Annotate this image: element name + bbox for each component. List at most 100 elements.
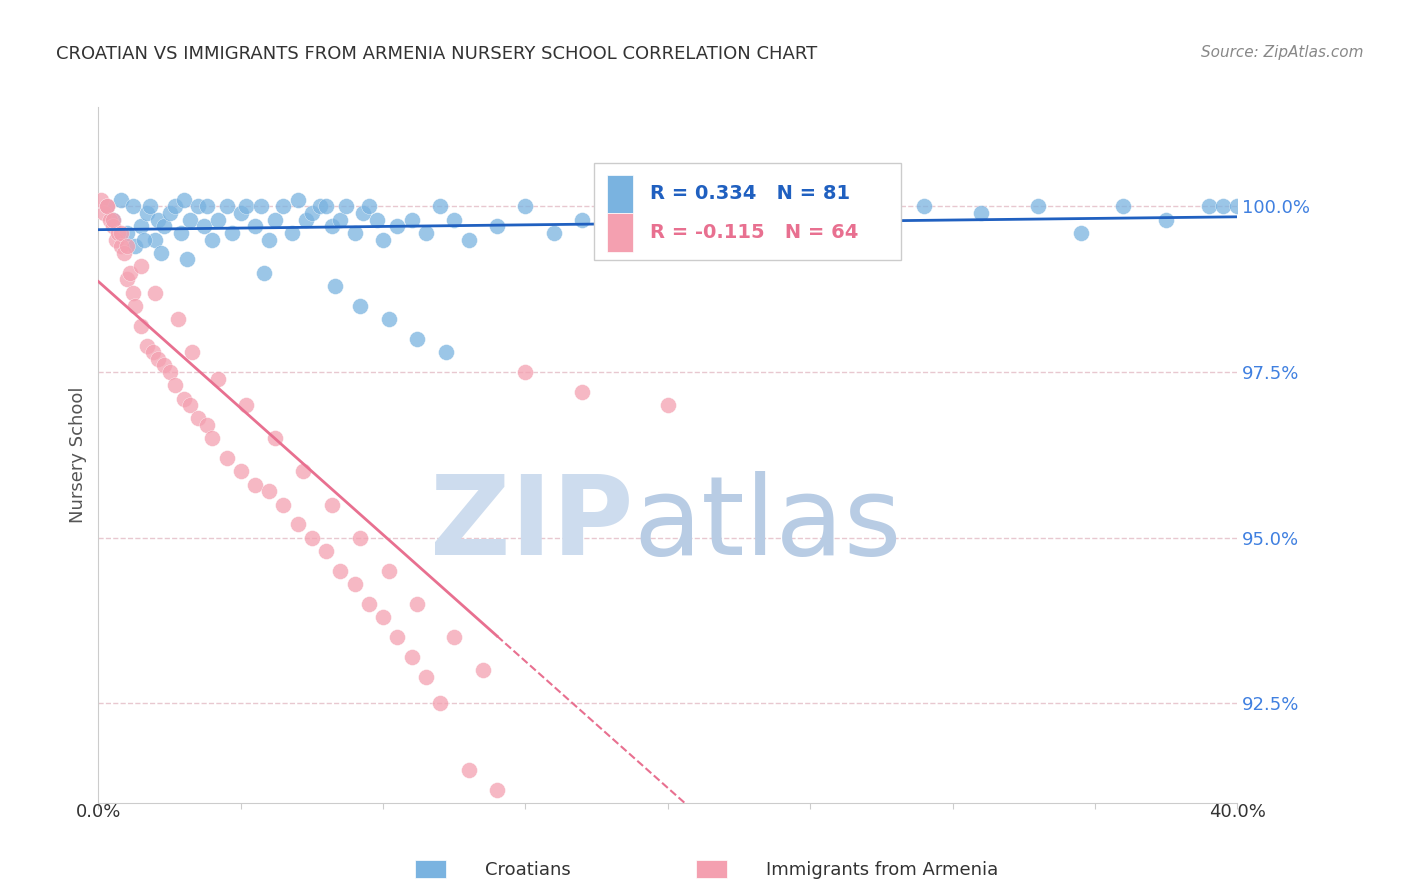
Point bbox=[343, 577, 366, 591]
Text: Croatians: Croatians bbox=[485, 861, 571, 879]
Point bbox=[193, 219, 215, 234]
Point bbox=[264, 212, 287, 227]
Point bbox=[118, 266, 141, 280]
Point bbox=[1112, 199, 1135, 213]
Point bbox=[571, 212, 593, 227]
Point bbox=[657, 398, 679, 412]
Point bbox=[153, 359, 176, 373]
Point bbox=[148, 351, 170, 366]
Point bbox=[259, 233, 281, 247]
Point bbox=[96, 199, 118, 213]
Point bbox=[352, 206, 374, 220]
Point bbox=[207, 212, 229, 227]
FancyBboxPatch shape bbox=[607, 175, 633, 213]
Point bbox=[110, 239, 132, 253]
Point bbox=[252, 266, 274, 280]
Point bbox=[301, 206, 323, 220]
Point bbox=[215, 451, 238, 466]
Point bbox=[132, 233, 155, 247]
Point bbox=[600, 219, 623, 234]
Point bbox=[173, 193, 195, 207]
Point bbox=[135, 206, 157, 220]
Point bbox=[112, 245, 135, 260]
Text: R = -0.115   N = 64: R = -0.115 N = 64 bbox=[650, 223, 858, 242]
FancyBboxPatch shape bbox=[607, 213, 633, 252]
Point bbox=[401, 212, 423, 227]
Point bbox=[742, 199, 765, 213]
Point bbox=[292, 465, 315, 479]
Point bbox=[515, 199, 537, 213]
Point bbox=[176, 252, 198, 267]
Point bbox=[129, 259, 152, 273]
Point bbox=[104, 233, 127, 247]
Point bbox=[115, 272, 138, 286]
Point bbox=[434, 345, 457, 359]
Point bbox=[207, 372, 229, 386]
Point bbox=[415, 226, 437, 240]
Point bbox=[856, 219, 879, 234]
Text: atlas: atlas bbox=[634, 471, 903, 578]
Point bbox=[287, 193, 309, 207]
Point bbox=[457, 233, 479, 247]
Point bbox=[343, 226, 366, 240]
Point bbox=[329, 564, 352, 578]
Point bbox=[335, 199, 357, 213]
Point bbox=[179, 398, 201, 412]
Point bbox=[714, 212, 737, 227]
Point bbox=[799, 212, 821, 227]
Point bbox=[371, 233, 394, 247]
Point bbox=[1154, 212, 1177, 227]
Point bbox=[148, 212, 170, 227]
Point bbox=[357, 199, 380, 213]
Point bbox=[124, 239, 146, 253]
Point bbox=[1070, 226, 1092, 240]
Point bbox=[287, 517, 309, 532]
Point bbox=[543, 226, 565, 240]
Point bbox=[970, 206, 993, 220]
Text: 40.0%: 40.0% bbox=[1209, 803, 1265, 821]
Point bbox=[406, 332, 429, 346]
Point bbox=[259, 484, 281, 499]
Point bbox=[315, 544, 337, 558]
Point bbox=[107, 226, 129, 240]
Point bbox=[153, 219, 176, 234]
Y-axis label: Nursery School: Nursery School bbox=[69, 386, 87, 524]
Point bbox=[429, 199, 451, 213]
Point bbox=[173, 392, 195, 406]
Point bbox=[628, 199, 651, 213]
Point bbox=[159, 365, 181, 379]
Point bbox=[96, 199, 118, 213]
Point bbox=[101, 212, 124, 227]
Point bbox=[323, 279, 346, 293]
Point bbox=[243, 477, 266, 491]
Point bbox=[273, 199, 295, 213]
Point bbox=[249, 199, 271, 213]
Point bbox=[195, 199, 218, 213]
Point bbox=[371, 610, 394, 624]
Point bbox=[235, 199, 257, 213]
Point bbox=[90, 193, 112, 207]
Point bbox=[349, 299, 371, 313]
Point bbox=[321, 498, 343, 512]
Point bbox=[201, 233, 224, 247]
Text: R = 0.334   N = 81: R = 0.334 N = 81 bbox=[650, 184, 849, 203]
Point bbox=[159, 206, 181, 220]
Point bbox=[429, 697, 451, 711]
Point bbox=[201, 431, 224, 445]
Point bbox=[357, 597, 380, 611]
Point bbox=[366, 212, 388, 227]
Point bbox=[101, 212, 124, 227]
Point bbox=[167, 312, 190, 326]
Point bbox=[243, 219, 266, 234]
Point bbox=[101, 219, 124, 234]
Point bbox=[138, 199, 160, 213]
FancyBboxPatch shape bbox=[593, 162, 901, 260]
Point bbox=[685, 219, 707, 234]
Point bbox=[145, 233, 167, 247]
Point bbox=[1198, 199, 1220, 213]
Point bbox=[187, 411, 209, 425]
Point bbox=[187, 199, 209, 213]
Point bbox=[406, 597, 429, 611]
Point bbox=[141, 345, 163, 359]
Point bbox=[571, 384, 593, 399]
